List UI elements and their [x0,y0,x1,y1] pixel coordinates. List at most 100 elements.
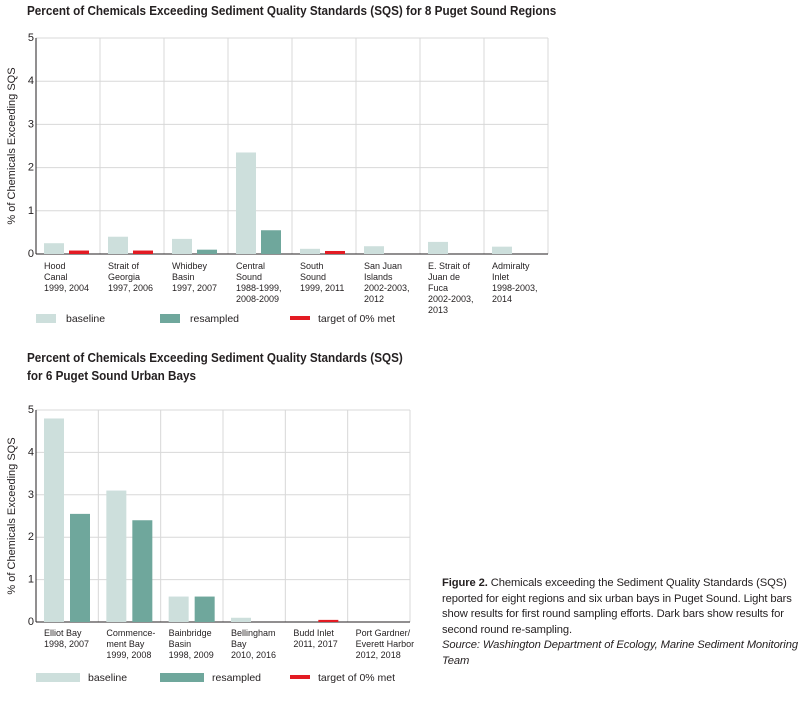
baseline-bar-regions [236,152,256,254]
x-category-label: E. Strait of [428,261,471,271]
x-category-label: Strait of [108,261,140,271]
x-category-label: Bellingham [231,628,276,638]
x-category-label: Elliot Bay [44,628,82,638]
x-category-label: Commence- [106,628,155,638]
x-category-label: Port Gardner/ [356,628,411,638]
x-category-label: Hood [44,261,66,271]
legend-baseline-swatch [36,673,80,682]
x-category-label: 2002-2003, [364,283,410,293]
resampled-bar-bays [132,520,153,622]
x-category-label: 1998, 2009 [169,650,214,660]
baseline-bar-regions [492,246,512,254]
baseline-bar-bays [106,490,127,622]
x-category-label: 2012, 2018 [356,650,401,660]
y-axis-label: % of Chemicals Exceeding SQS [6,67,18,224]
legend-resampled-label: resampled [190,313,239,325]
chart-title-urban-bays: Percent of Chemicals Exceeding Sediment … [27,349,403,385]
legend-baseline-swatch [36,314,56,323]
baseline-bar-regions [300,248,320,254]
legend-resampled-swatch [160,314,180,323]
y-tick-label: 0 [28,616,34,628]
x-category-label: Juan de [428,272,460,282]
y-tick-label: 1 [28,574,34,586]
x-category-label: Georgia [108,272,140,282]
x-category-label: San Juan [364,261,402,271]
chart-title-regions: Percent of Chemicals Exceeding Sediment … [27,3,557,18]
x-category-label: 2014 [492,294,512,304]
x-category-label: Basin [172,272,195,282]
y-tick-label: 3 [28,489,34,501]
x-category-label: 1988-1999, [236,283,282,293]
x-category-label: 1997, 2006 [108,283,153,293]
x-category-label: Bay [231,639,247,649]
x-category-label: ment Bay [106,639,145,649]
figure-source: Source: Washington Department of Ecology… [442,639,798,667]
x-category-label: 2013 [428,305,448,315]
y-tick-label: 1 [28,205,34,217]
x-category-label: 2012 [364,294,384,304]
target-met-marker-regions [325,250,345,254]
x-category-label: Central [236,261,265,271]
x-category-label: South [300,261,324,271]
x-category-label: 2010, 2016 [231,650,276,660]
x-category-label: Everett Harbor [356,639,415,649]
target-met-marker-regions [69,250,89,254]
resampled-bar-bays [70,513,90,622]
baseline-bar-bays [231,617,251,622]
legend-baseline-label: baseline [66,313,105,325]
y-tick-label: 2 [28,531,34,543]
chart-title-line: for 6 Puget Sound Urban Bays [27,368,197,383]
legend-target-label: target of 0% met [318,672,395,684]
baseline-bar-regions [108,236,128,254]
y-tick-label: 3 [28,118,34,130]
x-category-label: Budd Inlet [293,628,334,638]
x-category-label: 1999, 2011 [300,283,344,293]
resampled-bar-bays [194,596,215,622]
x-category-label: 1998, 2007 [44,639,89,649]
x-category-label: Basin [169,639,192,649]
x-category-label: Inlet [492,272,510,282]
y-tick-label: 0 [28,248,34,260]
x-category-label: Admiralty [492,261,530,271]
x-category-label: Bainbridge [169,628,212,638]
chart-title-line: Percent of Chemicals Exceeding Sediment … [27,350,403,365]
x-category-label: Sound [300,272,326,282]
x-category-label: 1998-2003, [492,283,538,293]
target-met-marker-regions [133,250,153,254]
y-axis-label: % of Chemicals Exceeding SQS [6,437,18,594]
figure-caption-text: Chemicals exceeding the Sediment Quality… [442,577,792,636]
target-met-marker-bays [318,619,339,622]
x-category-label: 1999, 2004 [44,283,89,293]
legend-resampled-label: resampled [212,672,261,684]
legend-baseline-label: baseline [88,672,127,684]
resampled-bar-regions [197,249,217,254]
y-tick-label: 5 [28,404,34,416]
x-category-label: Sound [236,272,262,282]
y-tick-label: 2 [28,162,34,174]
y-tick-label: 5 [28,32,34,44]
baseline-bar-regions [428,241,448,254]
legend-target-label: target of 0% met [318,313,395,325]
x-category-label: 2002-2003, [428,294,474,304]
x-category-label: Fuca [428,283,448,293]
x-category-label: 1999, 2008 [106,650,151,660]
resampled-bar-regions [261,230,281,254]
x-category-label: Islands [364,272,393,282]
y-tick-label: 4 [28,446,34,458]
x-category-label: 2008-2009 [236,294,279,304]
legend-target-swatch [290,316,310,320]
x-category-label: Canal [44,272,68,282]
baseline-bar-regions [364,246,384,254]
baseline-bar-bays [44,418,64,622]
baseline-bar-regions [44,243,64,254]
x-category-label: 2011, 2017 [293,639,337,649]
x-category-label: 1997, 2007 [172,283,217,293]
legend-resampled-swatch [160,673,204,682]
baseline-bar-bays [168,596,189,622]
x-category-label: Whidbey [172,261,208,271]
legend-target-swatch [290,675,310,679]
baseline-bar-regions [172,238,192,254]
y-tick-label: 4 [28,75,34,87]
figure-caption: Figure 2. Chemicals exceeding the Sedime… [442,576,798,669]
